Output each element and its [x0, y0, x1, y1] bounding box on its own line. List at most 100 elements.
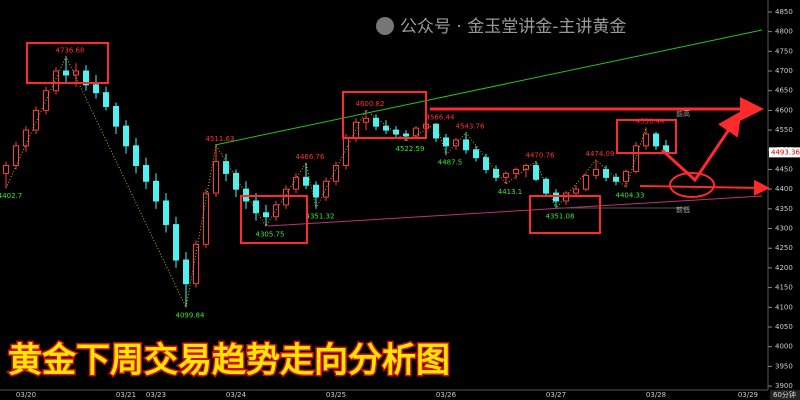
x-tick-label: 03/26 — [436, 391, 457, 399]
box — [26, 42, 109, 84]
candle-body — [353, 121, 359, 139]
circle — [669, 172, 715, 198]
candle-body — [283, 188, 289, 206]
candle-body — [203, 192, 209, 245]
high-label: 4474.09 — [586, 150, 615, 158]
candle-body — [3, 165, 9, 174]
candle-body — [463, 139, 469, 151]
y-tick-label: 4100 — [775, 303, 793, 311]
candle-body — [163, 200, 169, 226]
timeframe-box — [770, 390, 800, 400]
box — [240, 195, 308, 244]
y-tick-label: 4300 — [775, 225, 793, 233]
y-tick-label: 4700 — [775, 67, 793, 75]
candle-body — [563, 192, 569, 202]
candle-body — [63, 70, 69, 76]
candle-body — [383, 125, 389, 131]
candle-body — [133, 145, 139, 167]
candle-body — [93, 84, 99, 94]
candle-body — [33, 109, 39, 131]
candle-body — [153, 180, 159, 202]
low-label: 4099.84 — [176, 311, 205, 319]
high-label: 4511.63 — [206, 135, 235, 143]
high-label: 4566.44 — [426, 114, 455, 122]
highlight-boxes — [26, 42, 715, 244]
candle-body — [493, 168, 499, 178]
x-tick-label: 03/20 — [16, 391, 36, 399]
candle-body — [613, 176, 619, 182]
upper-trendline — [214, 29, 763, 146]
y-tick-label: 4000 — [775, 343, 793, 351]
candle-body — [193, 243, 199, 285]
high-label: 4736.68 — [56, 47, 85, 55]
candle-body — [473, 149, 479, 159]
candle-body — [623, 170, 629, 182]
high-label: 4470.76 — [526, 151, 555, 159]
candle-body — [263, 212, 269, 218]
candle-body — [443, 137, 449, 147]
candle-body — [393, 129, 399, 135]
y-tick-label: 4600 — [775, 106, 793, 114]
candle-body — [103, 92, 109, 107]
candle-body — [603, 168, 609, 178]
y-tick-label: 4650 — [775, 87, 793, 95]
resistance-label: 前高 — [676, 109, 690, 118]
high-label: 4556.44 — [636, 118, 665, 126]
low-label: 4522.59 — [396, 145, 425, 153]
y-tick-label: 4050 — [775, 323, 793, 331]
low-label: 4404.33 — [616, 191, 645, 199]
candle-body — [253, 200, 259, 214]
candle-body — [533, 165, 539, 180]
y-tick-label: 3950 — [775, 362, 793, 370]
candle-body — [483, 157, 489, 170]
y-tick-label: 3900 — [775, 382, 793, 390]
low-label: 4351.32 — [306, 212, 335, 220]
wechat-icon — [376, 17, 394, 35]
high-label: 4543.76 — [456, 123, 485, 131]
high-label: 4600.82 — [356, 100, 385, 108]
box — [616, 119, 677, 154]
x-tick-label: 03/24 — [226, 391, 247, 399]
candle-body — [643, 133, 649, 147]
candle-body — [293, 176, 299, 190]
candle-body — [313, 184, 319, 198]
y-tick-label: 4750 — [775, 47, 793, 55]
watermark: 公众号 · 金玉堂讲金-主讲黄金 — [400, 17, 626, 37]
low-label: 4351.08 — [546, 212, 575, 220]
y-tick-label: 4250 — [775, 244, 793, 252]
low-label: 4413.1 — [498, 188, 523, 196]
y-tick-label: 4200 — [775, 264, 793, 272]
candle-body — [573, 188, 579, 194]
candle-body — [273, 204, 279, 218]
candle-body — [413, 127, 419, 137]
y-tick-label: 4550 — [775, 126, 793, 134]
candle-body — [513, 168, 519, 174]
candle-body — [233, 172, 239, 190]
candle-body — [83, 70, 89, 86]
y-tick-label: 4800 — [775, 28, 793, 36]
candle-body — [363, 117, 369, 123]
x-tick-label: 03/27 — [546, 391, 566, 399]
y-tick-label: 4400 — [775, 185, 793, 193]
candle-body — [593, 168, 599, 176]
candle-body — [53, 70, 59, 92]
high-label: 4466.76 — [296, 153, 325, 161]
low-label: 4487.5 — [438, 159, 463, 167]
candle-body — [143, 165, 149, 182]
candle-body — [213, 161, 219, 194]
low-label: 4402.7 — [0, 192, 22, 200]
candle-body — [123, 125, 129, 147]
arrows — [430, 97, 770, 196]
candle-body — [403, 133, 409, 137]
candle-body — [303, 176, 309, 186]
box — [342, 91, 427, 139]
price-tag — [769, 147, 800, 158]
x-tick-label: 03/21 — [116, 391, 136, 399]
lower-trendline — [267, 195, 763, 227]
chart-title: 黄金下周交易趋势走向分析图 — [8, 341, 450, 381]
support-label: 前低 — [676, 205, 690, 214]
low-label: 4305.75 — [256, 230, 285, 238]
plot-area: 3900 3950 4000 4050 4100 4150 4200 4250 4300 4350… — [0, 8, 800, 399]
